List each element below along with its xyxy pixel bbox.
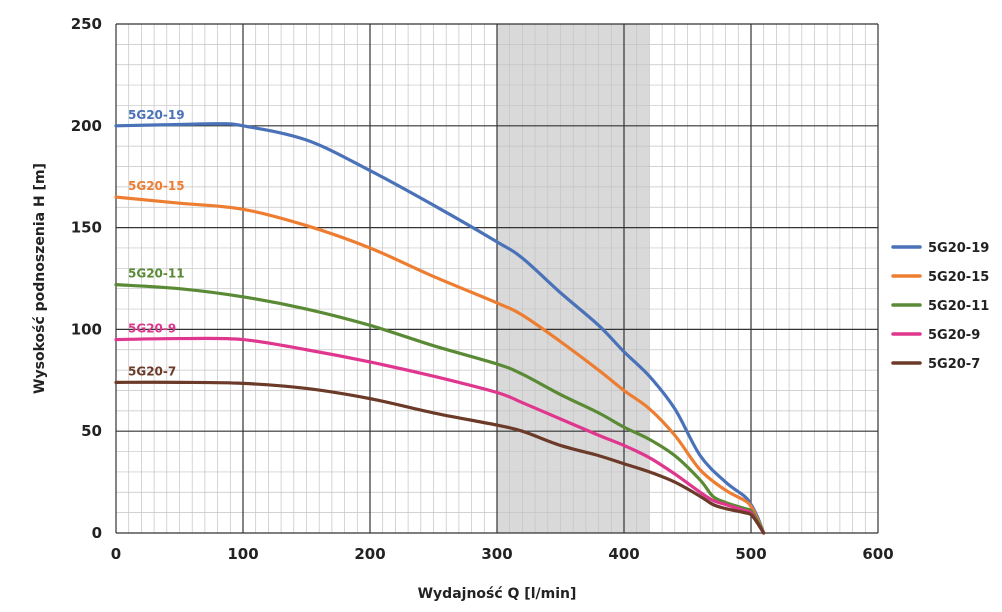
tick-label-layer: 0 100 200 300 400 500 600 0 50 100 150 200 250 xyxy=(71,15,894,563)
series-layer xyxy=(114,122,766,535)
y-tick-label: 250 xyxy=(71,15,102,33)
legend-label: 5G20-19 xyxy=(928,241,989,256)
series-line-5g20-19 xyxy=(114,122,766,535)
legend: 5G20-19 5G20-15 5G20-11 5G20-9 5G20-7 xyxy=(891,241,989,372)
y-tick-label: 50 xyxy=(81,422,102,440)
x-tick-label: 200 xyxy=(354,545,385,563)
y-tick-label: 100 xyxy=(71,320,102,338)
y-tick-label: 0 xyxy=(92,524,102,542)
curve-label: 5G20-11 xyxy=(128,267,185,281)
x-tick-label: 600 xyxy=(862,545,893,563)
series-line-5g20-7 xyxy=(114,380,766,535)
curve-label: 5G20-19 xyxy=(128,108,185,122)
series-line-5g20-9 xyxy=(114,336,766,535)
grid-layer xyxy=(115,23,879,534)
x-tick-label: 0 xyxy=(111,545,121,563)
series-line-5g20-15 xyxy=(114,195,766,535)
curve-label: 5G20-9 xyxy=(128,322,176,336)
legend-label: 5G20-11 xyxy=(928,299,989,314)
curve-label: 5G20-15 xyxy=(128,179,185,193)
legend-label: 5G20-15 xyxy=(928,270,989,285)
curve-label-layer: 5G20-19 5G20-15 5G20-11 5G20-9 5G20-7 xyxy=(128,108,185,379)
y-axis-title: Wysokość podnoszenia H [m] xyxy=(32,163,48,394)
legend-label: 5G20-7 xyxy=(928,357,980,372)
legend-label: 5G20-9 xyxy=(928,328,980,343)
y-tick-label: 150 xyxy=(71,219,102,237)
series-line-5g20-11 xyxy=(114,283,766,535)
x-axis-title: Wydajność Q [l/min] xyxy=(418,586,577,602)
x-tick-label: 100 xyxy=(227,545,258,563)
x-tick-label: 500 xyxy=(735,545,766,563)
x-tick-label: 300 xyxy=(481,545,512,563)
y-tick-label: 200 xyxy=(71,117,102,135)
x-tick-label: 400 xyxy=(608,545,639,563)
curve-label: 5G20-7 xyxy=(128,364,176,378)
